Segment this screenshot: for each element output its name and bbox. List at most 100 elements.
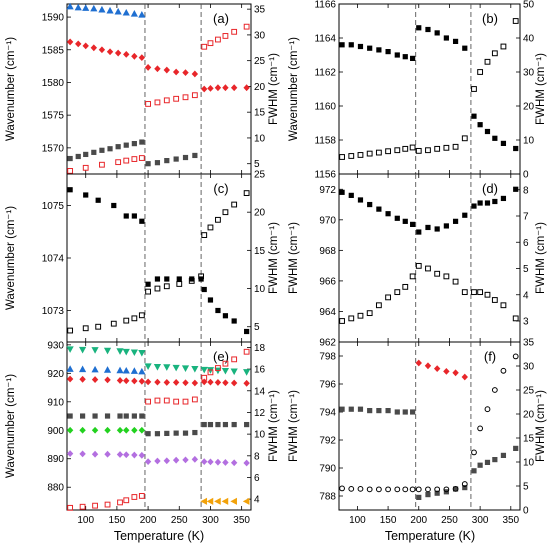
data-point-s6	[91, 450, 99, 458]
data-point-s2	[409, 144, 416, 151]
y-right-axis-title: FWHM (cm⁻¹)	[268, 222, 280, 294]
data-point-s7	[243, 348, 250, 355]
data-point-s1	[145, 281, 151, 287]
data-point-s1	[425, 492, 431, 498]
y-left-axis-title: Wavenumber (cm⁻¹)	[5, 37, 17, 141]
data-point-s1	[394, 52, 400, 58]
data-point-s4	[192, 429, 198, 436]
y-right-tick-label: 16	[254, 365, 266, 376]
panel-label: (c)	[213, 181, 228, 196]
data-point-s3	[215, 36, 221, 43]
data-point-s1	[154, 65, 161, 73]
data-point-s1	[367, 45, 373, 51]
y-left-tick-label: 964	[319, 307, 336, 318]
data-point-s7	[131, 494, 138, 500]
data-point-s4	[154, 431, 161, 437]
data-point-s2	[409, 273, 416, 280]
data-point-s3	[163, 379, 170, 386]
data-point-s1	[462, 212, 468, 218]
data-point-s1	[513, 445, 519, 451]
data-point-s4	[192, 152, 198, 159]
data-point-s1	[434, 490, 440, 496]
y-left-tick-label: 966	[319, 276, 336, 287]
data-point-s2	[375, 302, 382, 309]
data-point-s1	[357, 406, 364, 412]
y-right-tick-label: 10	[254, 133, 266, 144]
y-right-tick-label: 3	[523, 317, 529, 328]
y-left-tick-label: 972	[319, 185, 336, 196]
panel-label: (f)	[484, 349, 496, 364]
data-point-s4	[173, 430, 179, 436]
data-point-s2	[357, 152, 364, 158]
data-point-s1	[394, 409, 400, 415]
data-point-s2	[477, 289, 484, 296]
data-point-s4	[231, 421, 237, 428]
y-left-tick-label: 790	[319, 464, 336, 475]
data-point-s2	[461, 135, 468, 142]
data-point-s2	[491, 50, 498, 57]
data-point-s3	[207, 40, 214, 47]
data-point-s2	[231, 201, 238, 208]
data-point-s2	[138, 367, 146, 375]
data-point-s7	[182, 398, 189, 405]
y-right-tick-label: 15	[523, 434, 535, 445]
x-tick-label: 200	[410, 515, 427, 526]
panel-label: (e)	[213, 349, 229, 364]
data-point-s6	[144, 458, 152, 465]
y-right-tick-label: 6	[254, 473, 260, 484]
data-point-s2	[188, 278, 195, 284]
y-left-tick-label: 1585	[42, 45, 65, 56]
x-tick-label: 100	[77, 515, 94, 526]
data-point-s6	[79, 450, 86, 458]
data-point-s1	[477, 462, 483, 468]
data-point-s1	[348, 192, 354, 198]
y-right-axis-title: FWHM (cm⁻¹)	[268, 53, 280, 125]
y-right-tick-label: 30	[523, 68, 535, 79]
y-left-tick-label: 796	[319, 380, 336, 391]
data-point-s1	[191, 365, 199, 373]
data-point-s7	[163, 397, 170, 404]
data-point-s5	[123, 426, 130, 434]
data-point-s1	[471, 468, 477, 474]
data-point-s1	[111, 202, 117, 209]
data-point-s3	[67, 168, 74, 174]
y-left-axis-title: FWHM (cm⁻¹)	[288, 390, 300, 462]
y-right-tick-label: 35	[254, 5, 266, 16]
data-point-s4	[145, 431, 151, 437]
data-point-s3	[144, 378, 152, 386]
data-point-s3	[500, 367, 507, 374]
y-left-axis-title: Wavenumber (cm⁻¹)	[5, 206, 17, 310]
y-left-tick-label: 1166	[314, 0, 336, 11]
data-point-s3	[66, 375, 74, 383]
y-left-tick-label: 1075	[42, 201, 65, 212]
data-point-s1	[207, 297, 214, 303]
data-point-s4	[104, 413, 111, 419]
data-point-s1	[513, 186, 519, 192]
data-point-s2	[339, 154, 345, 160]
data-point-s3	[434, 486, 441, 493]
data-point-s1	[416, 494, 422, 500]
data-point-s2	[201, 232, 208, 238]
data-point-s1	[75, 40, 82, 48]
data-point-s2	[461, 373, 468, 381]
data-point-s1	[230, 368, 238, 376]
data-point-s1	[214, 84, 222, 92]
y-left-axis-title: Wavenumber (cm⁻¹)	[288, 37, 300, 141]
data-point-s7	[123, 497, 130, 504]
data-point-s1	[221, 367, 230, 375]
data-point-s3	[201, 43, 208, 50]
data-point-s7	[207, 369, 214, 376]
data-point-s2	[130, 9, 138, 17]
data-point-s1	[138, 350, 146, 357]
data-point-s4	[67, 155, 73, 162]
data-point-s2	[385, 148, 391, 155]
data-point-s8	[242, 497, 250, 505]
chart-panel-4: 962 964 966 968 970 972 3 4 5 6 7 8 FWHM (cm⁻¹) FWHM …	[288, 173, 547, 349]
data-point-s6	[222, 459, 229, 466]
data-point-s4	[201, 421, 207, 428]
y-left-tick-label: 792	[319, 436, 336, 447]
data-point-s2	[434, 270, 441, 277]
data-point-s3	[394, 486, 401, 493]
data-point-s2	[491, 297, 498, 303]
y-right-axis-title: FWHM (cm⁻¹)	[535, 222, 547, 294]
